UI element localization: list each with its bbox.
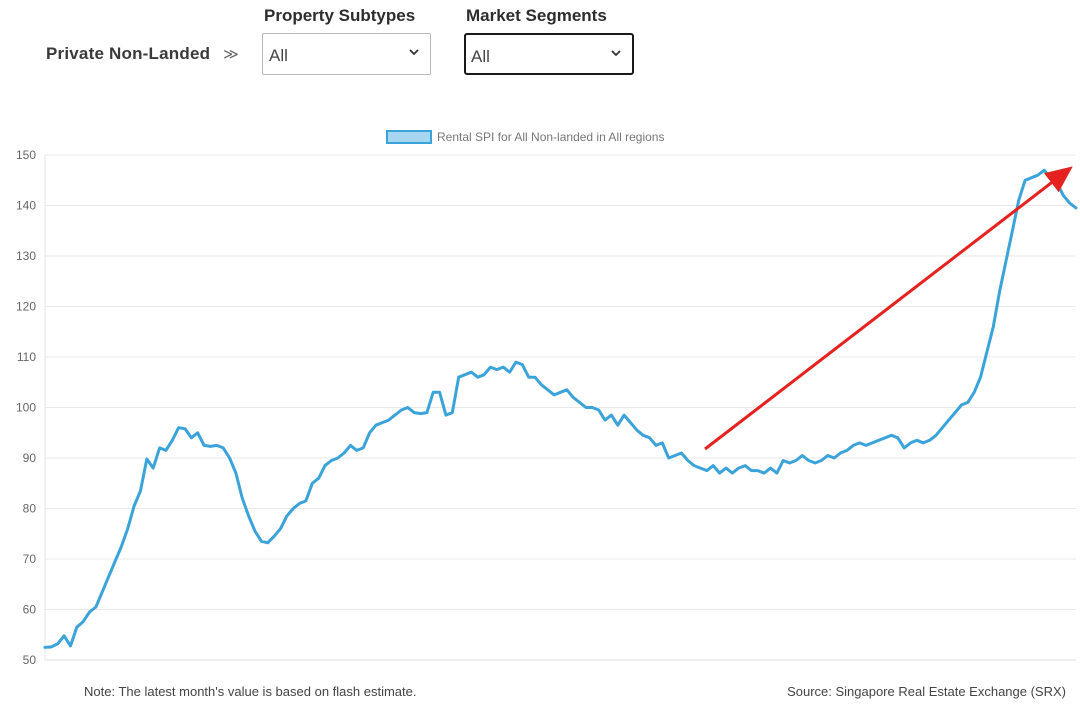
chevron-down-icon	[409, 49, 419, 56]
trend-arrow-annotation	[704, 166, 1073, 451]
rental-spi-chart: Rental SPI for All Non-landed in All reg…	[16, 130, 1078, 667]
y-tick-label: 130	[16, 249, 36, 263]
y-tick-label: 140	[16, 199, 36, 213]
y-tick-label: 80	[23, 502, 37, 516]
chart-legend[interactable]: Rental SPI for All Non-landed in All reg…	[386, 130, 664, 144]
market-segments-select[interactable]: All	[464, 33, 634, 75]
filter-bar: Private Non-Landed ≫ Property Subtypes A…	[0, 0, 1080, 90]
y-tick-label: 70	[23, 552, 37, 566]
double-chevron-icon: ≫	[223, 46, 240, 63]
property-subtypes-select[interactable]: All	[262, 33, 431, 75]
legend-label: Rental SPI for All Non-landed in All reg…	[437, 130, 664, 144]
y-tick-label: 110	[17, 350, 36, 364]
y-tick-label: 150	[16, 148, 36, 162]
y-tick-label: 90	[23, 451, 37, 465]
breadcrumb[interactable]: Private Non-Landed ≫	[46, 44, 239, 64]
chevron-down-icon	[611, 50, 621, 57]
y-tick-label: 60	[23, 603, 37, 617]
y-tick-label: 120	[16, 300, 36, 314]
market-segments-value: All	[471, 47, 490, 66]
legend-swatch	[386, 130, 432, 144]
breadcrumb-label: Private Non-Landed	[46, 44, 211, 63]
property-subtypes-label: Property Subtypes	[264, 6, 416, 25]
y-tick-label: 50	[23, 653, 37, 667]
market-segments-label: Market Segments	[466, 6, 607, 25]
series-line-rental-spi[interactable]	[43, 168, 1078, 649]
footnote: Note: The latest month's value is based …	[84, 684, 417, 699]
property-subtypes-value: All	[269, 46, 288, 65]
y-tick-label: 100	[16, 401, 36, 415]
source-credit: Source: Singapore Real Estate Exchange (…	[787, 684, 1066, 699]
